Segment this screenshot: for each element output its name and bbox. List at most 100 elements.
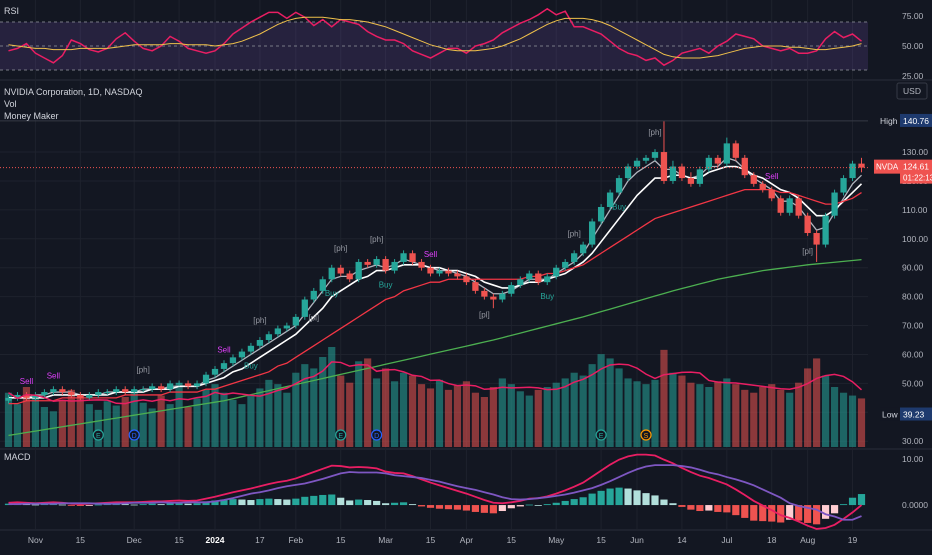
macd-pane[interactable] (4, 453, 866, 530)
rsi-pane[interactable] (0, 7, 868, 71)
candle-body[interactable] (382, 259, 389, 271)
candle-body[interactable] (454, 273, 461, 277)
candle-body[interactable] (95, 392, 102, 395)
candle-body[interactable] (651, 152, 659, 158)
candle-body[interactable] (544, 276, 551, 283)
candle-body[interactable] (705, 157, 713, 170)
candle-body[interactable] (436, 270, 443, 274)
candle-body[interactable] (553, 267, 560, 277)
candle-body[interactable] (526, 273, 533, 280)
candle-body[interactable] (220, 363, 228, 369)
candle-body[interactable] (804, 215, 811, 234)
candle-body[interactable] (463, 276, 470, 283)
candle-body[interactable] (571, 253, 578, 262)
candle-body[interactable] (14, 394, 21, 398)
candle-body[interactable] (122, 389, 129, 393)
candle-body[interactable] (68, 392, 75, 395)
candle-body[interactable] (642, 157, 650, 161)
candle-body[interactable] (723, 143, 730, 164)
candle-body[interactable] (678, 166, 686, 179)
candle-body[interactable] (292, 316, 299, 326)
currency-button[interactable] (896, 82, 928, 100)
candle-body[interactable] (615, 178, 623, 193)
candle-body[interactable] (265, 334, 273, 341)
candle-body[interactable] (328, 267, 335, 280)
candle-body[interactable] (588, 221, 596, 245)
event-marker[interactable] (92, 429, 104, 441)
candle-body[interactable] (211, 368, 219, 375)
candle-body[interactable] (247, 345, 255, 352)
event-marker[interactable] (128, 429, 140, 441)
event-marker[interactable] (335, 429, 347, 441)
candle-body[interactable] (490, 296, 497, 300)
candle-body[interactable] (86, 394, 93, 398)
candle-body[interactable] (687, 178, 695, 184)
candle-body[interactable] (32, 394, 39, 398)
candle-body[interactable] (337, 267, 344, 274)
candle-body[interactable] (597, 206, 605, 222)
candle-body[interactable] (481, 290, 488, 297)
candle-body[interactable] (301, 299, 308, 317)
candle-body[interactable] (41, 392, 48, 395)
candle-body[interactable] (535, 273, 542, 283)
price-pane[interactable]: Sell Sell [ph] Sell [ph] [pl] [ph] [ph] Buy Sell [… (0, 120, 868, 447)
candle-body[interactable] (229, 357, 237, 364)
candle-body[interactable] (175, 383, 183, 385)
candle-body[interactable] (202, 374, 210, 384)
candle-body[interactable] (517, 279, 524, 286)
candle-body[interactable] (391, 261, 398, 271)
event-marker[interactable] (595, 429, 607, 441)
candle-body[interactable] (768, 189, 775, 199)
candle-body[interactable] (624, 166, 632, 179)
candle-body[interactable] (849, 163, 856, 179)
candle-body[interactable] (822, 215, 829, 245)
candle-body[interactable] (696, 169, 704, 184)
candle-body[interactable] (59, 389, 66, 393)
candle-body[interactable] (283, 325, 290, 329)
candle-body[interactable] (193, 383, 201, 387)
candle-body[interactable] (256, 340, 264, 346)
candle-body[interactable] (346, 273, 353, 280)
candle-body[interactable] (113, 389, 120, 393)
candle-body[interactable] (777, 198, 784, 213)
candle-body[interactable] (750, 175, 757, 184)
candle-body[interactable] (508, 285, 515, 294)
candle-body[interactable] (633, 160, 641, 167)
candle-body[interactable] (310, 290, 317, 300)
candle-body[interactable] (140, 389, 147, 391)
candle-body[interactable] (418, 261, 425, 268)
candle-body[interactable] (427, 267, 434, 274)
candle-body[interactable] (786, 198, 793, 213)
candle-body[interactable] (562, 261, 569, 268)
candle-body[interactable] (831, 192, 838, 216)
candle-body[interactable] (104, 392, 111, 394)
candle-body[interactable] (5, 397, 12, 401)
candle-body[interactable] (714, 157, 721, 164)
candle-body[interactable] (445, 270, 452, 274)
candle-body[interactable] (274, 328, 282, 335)
candle-body[interactable] (319, 279, 326, 291)
candle-body[interactable] (355, 261, 362, 280)
candle-body[interactable] (669, 166, 677, 181)
event-marker[interactable] (640, 429, 652, 441)
candle-body[interactable] (499, 293, 506, 300)
candle-body[interactable] (400, 253, 407, 262)
candle-body[interactable] (157, 386, 165, 390)
candle-body[interactable] (472, 282, 479, 291)
candle-body[interactable] (732, 143, 739, 158)
candle-body[interactable] (238, 351, 246, 358)
candle-body[interactable] (373, 259, 380, 265)
candle-body[interactable] (759, 183, 766, 190)
candle-body[interactable] (166, 383, 174, 390)
candle-body[interactable] (184, 383, 192, 387)
candle-body[interactable] (131, 389, 138, 393)
candle-body[interactable] (50, 389, 57, 393)
candle-body[interactable] (409, 253, 416, 262)
candle-body[interactable] (813, 233, 820, 245)
candle-body[interactable] (858, 163, 865, 168)
candle-body[interactable] (149, 386, 156, 390)
candle-body[interactable] (77, 394, 84, 398)
candle-body[interactable] (23, 394, 30, 398)
